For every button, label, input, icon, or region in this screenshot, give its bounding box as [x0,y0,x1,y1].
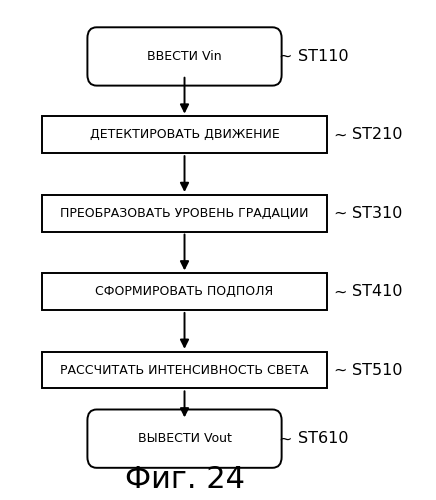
Text: ST410: ST410 [352,284,402,299]
Text: ~: ~ [333,362,347,378]
Text: ST510: ST510 [352,362,402,378]
Text: ST310: ST310 [352,206,402,221]
FancyBboxPatch shape [42,116,327,153]
Text: ВЫВЕСТИ Vout: ВЫВЕСТИ Vout [138,432,232,445]
Text: ST610: ST610 [297,431,348,446]
Text: ~: ~ [279,49,292,64]
FancyBboxPatch shape [87,410,282,468]
Text: ВВЕСТИ Vin: ВВЕСТИ Vin [147,50,222,63]
FancyBboxPatch shape [87,28,282,86]
Text: ST110: ST110 [297,49,348,64]
FancyBboxPatch shape [42,195,327,232]
Text: ~: ~ [333,128,347,142]
Text: Фиг. 24: Фиг. 24 [125,465,245,494]
Text: ДЕТЕКТИРОВАТЬ ДВИЖЕНИЕ: ДЕТЕКТИРОВАТЬ ДВИЖЕНИЕ [90,128,279,141]
Text: ST210: ST210 [352,128,402,142]
Text: РАССЧИТАТЬ ИНТЕНСИВНОСТЬ СВЕТА: РАССЧИТАТЬ ИНТЕНСИВНОСТЬ СВЕТА [60,364,309,376]
FancyBboxPatch shape [42,352,327,389]
Text: ~: ~ [333,206,347,221]
FancyBboxPatch shape [42,274,327,310]
Text: ПРЕОБРАЗОВАТЬ УРОВЕНЬ ГРАДАЦИИ: ПРЕОБРАЗОВАТЬ УРОВЕНЬ ГРАДАЦИИ [60,207,309,220]
Text: ~: ~ [333,284,347,299]
Text: СФОРМИРОВАТЬ ПОДПОЛЯ: СФОРМИРОВАТЬ ПОДПОЛЯ [95,285,273,298]
Text: ~: ~ [279,431,292,446]
